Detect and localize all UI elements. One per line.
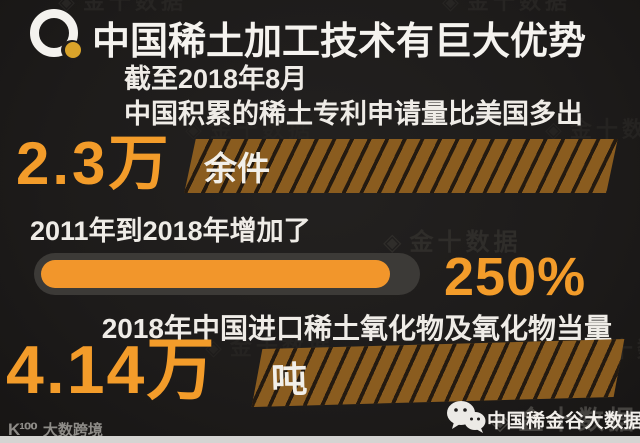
brand-logo-icon bbox=[30, 9, 83, 60]
jin10-diamond-icon: ◈ bbox=[545, 117, 566, 142]
jin10-watermark: ◈金十数据 bbox=[545, 117, 640, 142]
patents-unit-label: 余件 bbox=[204, 150, 270, 187]
imports-label: 2018年中国进口稀土氧化物及氧化物当量 bbox=[101, 313, 612, 344]
jin10-diamond-icon: ◈ bbox=[490, 405, 514, 435]
footer-left-label: 大数跨境 bbox=[42, 422, 103, 439]
imports-unit-label: 吨 bbox=[270, 358, 308, 401]
jin10-watermark: ◈金十数据 bbox=[442, 0, 571, 16]
patents-value: 2.3万 bbox=[16, 130, 172, 197]
dashu-logo-icon: K¹⁰⁰ bbox=[8, 419, 38, 439]
growth-progress-track bbox=[34, 253, 420, 295]
footer-brand-left: K¹⁰⁰ 大数跨境 bbox=[8, 419, 103, 440]
patents-intro-line1: 截至2018年8月 bbox=[124, 64, 308, 94]
bottom-light-strip bbox=[0, 436, 640, 443]
imports-striped-bar: 吨 bbox=[251, 338, 625, 408]
jin10-diamond-icon: ◈ bbox=[442, 0, 463, 14]
patents-intro-text: 截至2018年8月 中国积累的稀土专利申请量比美国多出 bbox=[124, 62, 583, 132]
imports-value: 4.14万 bbox=[6, 332, 217, 408]
jin10-diamond-icon: ◈ bbox=[383, 229, 406, 256]
jin10-watermark: ◈金十数据 bbox=[185, 117, 314, 142]
jin10-watermark: ◈金十数据 bbox=[490, 405, 639, 435]
wechat-icon bbox=[446, 400, 486, 434]
patents-intro-line2: 中国积累的稀土专利申请量比美国多出 bbox=[124, 99, 583, 129]
growth-label: 2011年到2018年增加了 bbox=[30, 216, 311, 246]
jin10-watermark: ◈金十数据 bbox=[383, 229, 522, 256]
logo-gold-dot bbox=[65, 42, 81, 58]
page-title: 中国稀土加工技术有巨大优势 bbox=[92, 21, 587, 63]
growth-value: 250% bbox=[444, 247, 587, 307]
jin10-diamond-icon: ◈ bbox=[205, 335, 226, 360]
jin10-diamond-icon: ◈ bbox=[185, 117, 206, 142]
logo-ring bbox=[30, 9, 78, 57]
growth-progress-fill bbox=[41, 260, 390, 288]
patents-striped-bar: 余件 bbox=[184, 139, 618, 193]
footer-brand-right: 中国稀金谷大数据 bbox=[487, 411, 640, 432]
